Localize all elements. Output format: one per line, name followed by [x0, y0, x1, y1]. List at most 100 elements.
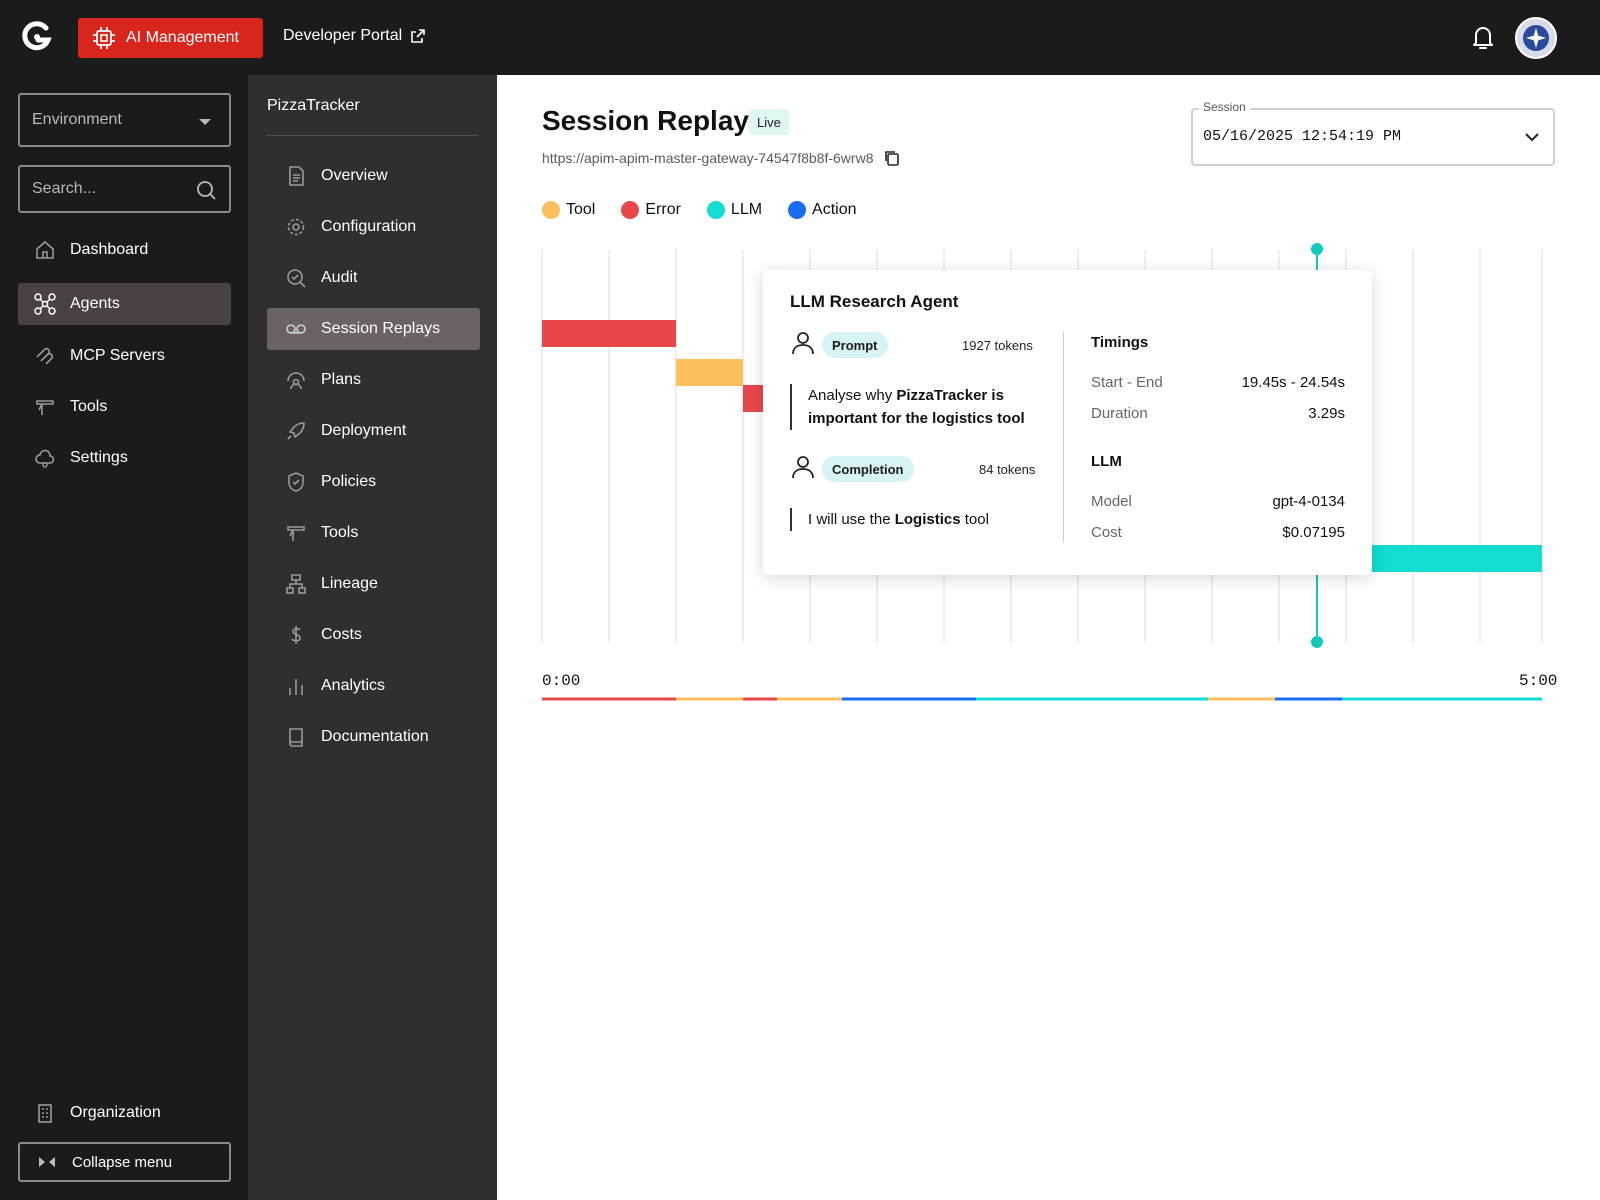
cost-label: Cost	[1091, 524, 1122, 541]
completion-pill: Completion	[822, 456, 914, 482]
environment-select[interactable]: Environment	[18, 93, 231, 147]
subnav-item-label: Audit	[321, 269, 358, 286]
prompt-text-bold: PizzaTracker is important for the logist…	[808, 387, 1025, 427]
sidebar-item-label: Dashboard	[70, 241, 149, 258]
event-detail-card: LLM Research Agent Prompt 1927 tokens An…	[763, 270, 1372, 575]
legend-dot-tool	[542, 201, 560, 219]
session-label: Session	[1199, 100, 1250, 114]
collapse-menu-button[interactable]: Collapse menu	[18, 1142, 231, 1182]
search-input[interactable]: Search...	[18, 165, 231, 213]
settings-cloud-icon	[35, 449, 55, 468]
prompt-tokens: 1927 tokens	[962, 338, 1033, 353]
subnav-item-label: Deployment	[321, 422, 407, 439]
main-content: Session Replay Live https://apim-apim-ma…	[497, 75, 1600, 1200]
bell-icon[interactable]	[1468, 22, 1498, 52]
event-title: LLM Research Agent	[790, 292, 959, 311]
legend-label: Error	[645, 201, 681, 218]
copy-icon[interactable]	[883, 149, 901, 167]
agents-icon	[34, 293, 56, 315]
sidebar-item-label: Agents	[70, 295, 120, 312]
subnav-item-documentation[interactable]: Documentation	[267, 716, 480, 758]
avatar[interactable]	[1515, 17, 1557, 59]
subnav-item-tools[interactable]: Tools	[267, 512, 480, 554]
ai-management-button[interactable]: AI Management	[78, 18, 263, 58]
subnav-item-policies[interactable]: Policies	[267, 461, 480, 503]
subnav-item-deployment[interactable]: Deployment	[267, 410, 480, 452]
developer-portal-link[interactable]: Developer Portal	[283, 27, 426, 45]
chevron-down-icon	[1525, 133, 1539, 142]
timeline-end-time: 5:00	[1519, 672, 1558, 690]
logo-icon[interactable]	[20, 20, 54, 54]
shield-icon	[288, 472, 304, 492]
playhead-top-handle[interactable]	[1311, 243, 1323, 255]
user-icon	[792, 332, 814, 355]
sidebar-item-tools[interactable]: Tools	[18, 386, 231, 428]
playhead-bottom-handle[interactable]	[1311, 636, 1323, 648]
sidebar-item-label: Settings	[70, 449, 128, 466]
timings-heading: Timings	[1091, 334, 1149, 351]
gateway-url: https://apim-apim-master-gateway-74547f8…	[542, 149, 901, 167]
status-badge: Live	[749, 109, 789, 135]
subnav-item-configuration[interactable]: Configuration	[267, 206, 480, 248]
plans-icon	[287, 372, 305, 390]
subnav-item-label: Policies	[321, 473, 377, 490]
session-value: 05/16/2025 12:54:19 PM	[1203, 128, 1402, 145]
external-link-icon	[411, 29, 425, 43]
duration-value: 3.29s	[1308, 405, 1345, 422]
mcp-icon	[36, 347, 54, 365]
duration-label: Duration	[1091, 405, 1148, 422]
gear-icon	[287, 218, 305, 236]
start-end-label: Start - End	[1091, 374, 1163, 391]
legend-label: LLM	[730, 201, 763, 218]
caret-down-icon	[199, 119, 211, 125]
search-icon	[197, 181, 216, 200]
subnav-item-session-replays[interactable]: Session Replays	[267, 308, 480, 350]
subnav-item-audit[interactable]: Audit	[267, 257, 480, 299]
chip-icon	[93, 27, 115, 49]
subnav-item-label: Documentation	[321, 728, 429, 745]
completion-text-plain: I will use the	[808, 511, 895, 528]
subnav-item-label: Costs	[321, 626, 362, 643]
subnav-item-costs[interactable]: Costs	[267, 614, 480, 656]
subnav-item-label: Tools	[321, 524, 359, 541]
sidebar-item-agents[interactable]: Agents	[18, 283, 231, 325]
audit-icon	[287, 269, 306, 288]
timeline-bar-error[interactable]	[542, 320, 676, 347]
subnav-item-plans[interactable]: Plans	[267, 359, 480, 401]
model-value: gpt-4-0134	[1272, 493, 1345, 510]
subnav-item-label: Overview	[321, 167, 388, 184]
subnav-item-label: Lineage	[321, 575, 378, 592]
subnav-item-label: Configuration	[321, 218, 417, 235]
subnav-item-label: Session Replays	[321, 320, 441, 337]
developer-portal-label: Developer Portal	[283, 27, 403, 44]
sidebar-item-settings[interactable]: Settings	[18, 437, 231, 479]
completion-text: I will use the Logistics tool	[790, 508, 1050, 531]
timeline-bar-error[interactable]	[743, 385, 765, 412]
model-label: Model	[1091, 493, 1132, 510]
legend-label: Action	[812, 201, 857, 218]
timeline-bar-llm[interactable]	[1362, 545, 1542, 572]
legend-dot-llm	[706, 201, 725, 219]
sidebar-item-dashboard[interactable]: Dashboard	[18, 229, 231, 271]
sidebar-item-mcp-servers[interactable]: MCP Servers	[18, 335, 231, 377]
timeline-bar-tool[interactable]	[676, 359, 743, 386]
legend-item-error: Error	[621, 201, 681, 219]
sidebar-item-organization[interactable]: Organization	[18, 1092, 231, 1134]
top-bar: AI Management Developer Portal	[0, 0, 1600, 75]
document-icon	[289, 166, 304, 186]
subnav-item-overview[interactable]: Overview	[267, 155, 480, 197]
sidebar-item-label: MCP Servers	[70, 347, 165, 364]
divider	[267, 135, 478, 136]
completion-tokens: 84 tokens	[979, 462, 1036, 477]
session-select[interactable]: Session 05/16/2025 12:54:19 PM	[1191, 100, 1555, 166]
building-icon	[38, 1104, 52, 1123]
legend-item-action: Action	[788, 201, 857, 219]
completion-text-bold: Logistics	[894, 511, 961, 528]
environment-placeholder: Environment	[32, 111, 122, 128]
legend-dot-error	[621, 201, 640, 219]
legend-label: Tool	[566, 201, 596, 218]
prompt-text-plain: Analyse why	[808, 387, 897, 404]
avatar-icon	[1523, 25, 1549, 51]
subnav-item-analytics[interactable]: Analytics	[267, 665, 480, 707]
subnav-item-lineage[interactable]: Lineage	[267, 563, 480, 605]
